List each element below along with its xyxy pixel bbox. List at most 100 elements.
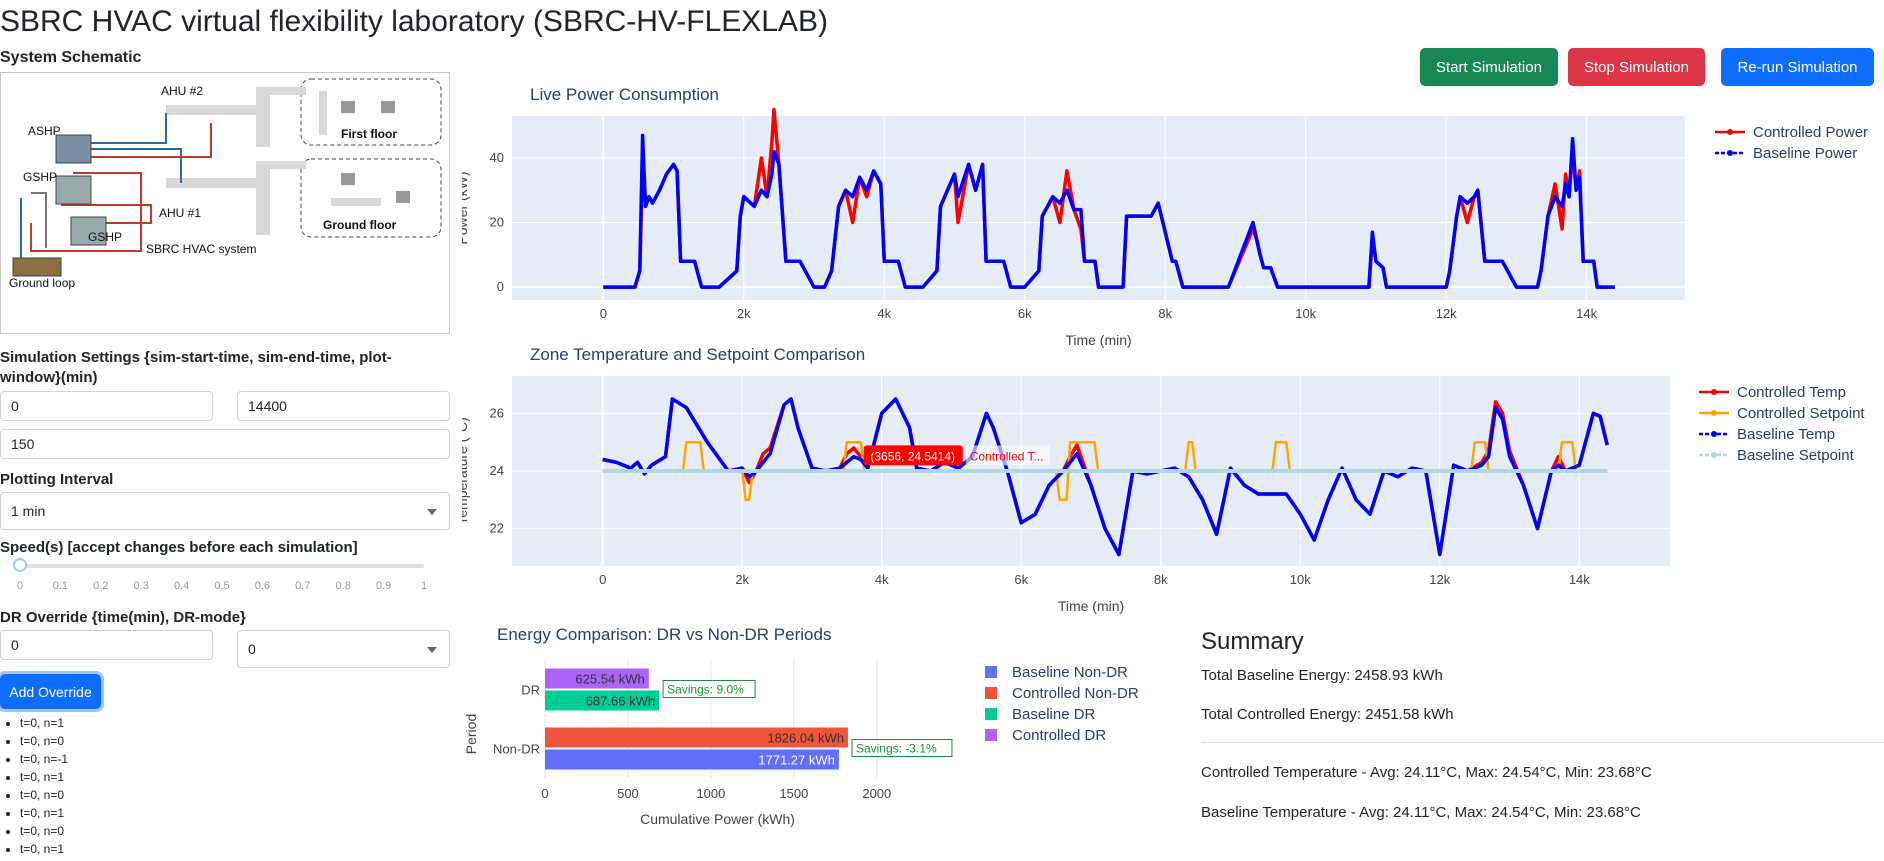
ground-loop-box (12, 257, 62, 277)
hover-tooltip-text: (3656, 24.5414) (870, 449, 955, 463)
baseline-temperature-stats: Baseline Temperature - Avg: 24.11°C, Max… (1201, 804, 1641, 821)
bar-value-label: 1826.04 kWh (767, 731, 844, 746)
y-tick-label: 26 (490, 405, 504, 420)
ahu1-duct (166, 178, 261, 188)
plotting-interval-label: Plotting Interval (0, 471, 114, 488)
y-tick-label: 40 (490, 150, 504, 165)
sim-start-time-input[interactable] (0, 391, 213, 421)
first-floor-box (300, 78, 442, 146)
total-controlled-energy: Total Controlled Energy: 2451.58 kWh (1201, 706, 1454, 723)
savings-annotation-box (662, 680, 756, 698)
speed-slider-track[interactable] (20, 564, 424, 568)
legend-swatch (985, 729, 997, 741)
temperature-chart: 0 2k 4k 6k 8k 10k 12k 14k 22 24 26 Zone Temperature… (462, 345, 1865, 614)
app-title: SBRC HVAC virtual flexibility laboratory… (0, 5, 829, 38)
y-tick-label: DR (521, 683, 540, 698)
legend-label: Baseline Non-DR (1012, 664, 1128, 681)
y-axis-label: Power (kW) (462, 171, 470, 244)
legend-marker (1711, 389, 1717, 395)
plotting-interval-select[interactable]: 1 min (0, 492, 450, 530)
x-tick-label: 8k (1154, 572, 1168, 587)
schematic-diagram: AHU #2 AHU #1 ASHP GSHP GSHP First floor… (9, 78, 442, 290)
legend-swatch (985, 708, 997, 720)
speed-tick-label: 0.6 (254, 580, 271, 592)
hover-tooltip-series-box (965, 445, 1050, 466)
speed-tick-label: 0.9 (375, 580, 392, 592)
bar-value-label: 1771.27 kWh (758, 753, 835, 768)
system-label: SBRC HVAC system (146, 242, 256, 256)
x-axis-label: Time (min) (1065, 332, 1131, 348)
stop-simulation-button[interactable]: Stop Simulation (1568, 48, 1705, 86)
chart-title: Energy Comparison: DR vs Non-DR Periods (497, 625, 831, 644)
sim-end-time-input[interactable] (237, 391, 450, 421)
legend-swatch (985, 687, 997, 699)
plot-window-input[interactable] (0, 429, 450, 459)
x-tick-label: 4k (875, 572, 889, 587)
chevron-down-icon (427, 509, 437, 515)
x-tick-label: 8k (1158, 306, 1172, 321)
add-override-button[interactable]: Add Override (0, 674, 101, 709)
speed-tick-label: 0.5 (214, 580, 230, 592)
dr-mode-select[interactable]: 0 (237, 630, 450, 668)
x-tick-label: 0 (599, 572, 606, 587)
gshp-label-1: GSHP (23, 170, 57, 184)
settings-label: Simulation Settings {sim-start-time, sim… (0, 349, 392, 386)
rerun-simulation-button[interactable]: Re-run Simulation (1721, 48, 1874, 86)
plotting-interval-value: 1 min (11, 503, 46, 519)
chart-title: Live Power Consumption (530, 85, 719, 104)
override-list: t=0, n=1t=0, n=0t=0, n=-1t=0, n=1t=0, n=… (0, 714, 68, 858)
first-floor-label: First floor (341, 127, 397, 141)
legend-label: Controlled DR (1012, 727, 1106, 744)
x-tick-label: 14k (1576, 306, 1597, 321)
speed-tick-label: 0.2 (93, 580, 109, 592)
dr-override-label: DR Override {time(min), DR-mode} (0, 609, 246, 626)
gshp-label-2: GSHP (88, 230, 122, 244)
override-list-item: t=0, n=1 (20, 804, 68, 822)
override-list-item: t=0, n=1 (20, 714, 68, 732)
bar-value-label: 687.66 kWh (586, 694, 655, 709)
legend-marker (1727, 129, 1733, 135)
legend-swatch (985, 666, 997, 678)
ashp-unit (55, 134, 92, 164)
summary-title: Summary (1201, 628, 1304, 655)
override-list-item: t=0, n=1 (20, 768, 68, 786)
ground-floor-box (300, 158, 442, 238)
ground-loop-label: Ground loop (9, 276, 75, 290)
speed-slider-handle[interactable] (13, 558, 27, 572)
speed-tick-label: 0 (16, 580, 24, 592)
savings-annotation: Savings: 9.0% (667, 683, 744, 697)
speed-tick-label: 0.1 (52, 580, 69, 592)
legend-marker (1711, 410, 1717, 416)
override-list-item: t=0, n=-1 (20, 750, 68, 768)
savings-annotation-box (851, 739, 953, 757)
bar (545, 749, 839, 770)
summary-divider (1201, 742, 1884, 743)
x-tick-label: 4k (877, 306, 891, 321)
x-axis-label: Cumulative Power (kWh) (640, 811, 795, 827)
legend-marker (1711, 452, 1717, 458)
y-tick-label: 20 (490, 215, 504, 230)
bar (545, 668, 649, 689)
speed-label: Speed(s) [accept changes before each sim… (0, 539, 358, 556)
bar (545, 727, 848, 748)
dr-override-time-input[interactable] (0, 630, 213, 660)
speed-tick-label: 1 (420, 580, 428, 592)
x-tick-label: 0 (541, 786, 548, 801)
x-tick-label: 14k (1569, 572, 1590, 587)
legend-label: Controlled Temp (1737, 384, 1846, 401)
start-simulation-button[interactable]: Start Simulation (1420, 48, 1558, 86)
override-list-item: t=0, n=0 (20, 732, 68, 750)
ground-floor-label: Ground floor (323, 218, 397, 232)
x-tick-label: 1500 (779, 786, 808, 801)
y-tick-label: 22 (490, 521, 504, 536)
power-chart: 0 2k 4k 6k 8k 10k 12k 14k 0 20 40 Live Power Consum… (462, 85, 1868, 348)
gshp-unit-1 (55, 175, 92, 205)
legend-label: Baseline Temp (1737, 426, 1835, 443)
override-list-item: t=0, n=0 (20, 786, 68, 804)
chevron-down-icon (427, 647, 437, 653)
y-tick-label: Non-DR (493, 742, 540, 757)
series-line (603, 133, 1615, 289)
speed-tick-label: 0.7 (295, 580, 311, 592)
summary-panel: Summary Total Baseline Energy: 2458.93 k… (1201, 620, 1884, 821)
controlled-temperature-stats: Controlled Temperature - Avg: 24.11°C, M… (1201, 764, 1652, 781)
